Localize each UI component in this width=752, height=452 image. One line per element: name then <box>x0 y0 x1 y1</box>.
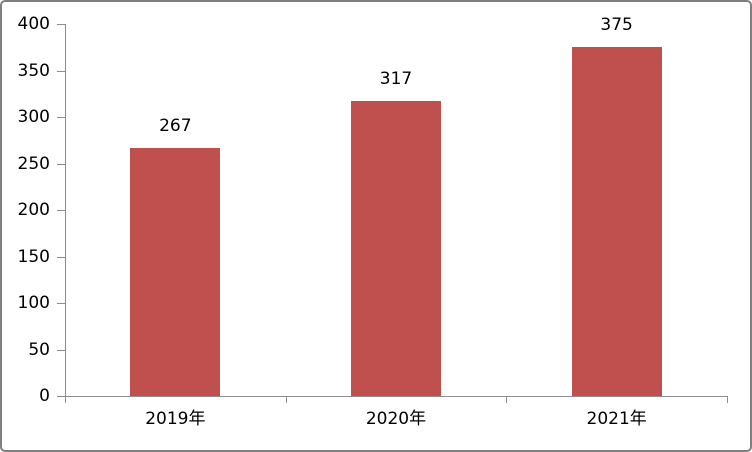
y-tick-mark <box>57 256 65 258</box>
y-axis-tick-label: 100 <box>17 293 50 313</box>
y-tick-mark <box>57 70 65 72</box>
x-tick-mark <box>506 396 508 403</box>
bar-value-label: 375 <box>600 15 633 36</box>
y-tick-mark <box>57 163 65 165</box>
y-tick-mark <box>57 210 65 211</box>
bar <box>351 101 441 396</box>
x-axis-line <box>65 396 728 397</box>
y-axis-tick-label: 0 <box>39 386 50 406</box>
x-category-label: 2019年 <box>145 409 206 429</box>
y-axis-tick-label: 50 <box>28 339 50 360</box>
y-tick-mark <box>57 303 65 304</box>
y-axis-line <box>65 24 66 397</box>
y-axis-tick-label: 250 <box>17 153 50 174</box>
x-tick-mark <box>65 396 66 403</box>
bar <box>130 147 221 396</box>
y-axis-tick-label: 150 <box>17 246 50 267</box>
y-tick-mark <box>57 349 65 351</box>
bar <box>571 47 662 396</box>
y-axis-tick-label: 400 <box>17 14 50 34</box>
y-tick-mark <box>57 396 65 397</box>
x-tick-mark <box>285 396 287 403</box>
y-axis-tick-label: 200 <box>17 200 50 220</box>
y-tick-mark <box>57 117 65 118</box>
y-tick-mark <box>57 24 65 25</box>
x-tick-mark <box>727 396 728 403</box>
y-axis-tick-label: 350 <box>17 60 50 81</box>
bar-value-label: 267 <box>159 115 192 136</box>
x-category-label: 2021年 <box>586 409 647 429</box>
bar-value-label: 317 <box>379 69 413 90</box>
x-category-label: 2020年 <box>365 409 427 429</box>
y-axis-tick-label: 300 <box>17 107 50 127</box>
